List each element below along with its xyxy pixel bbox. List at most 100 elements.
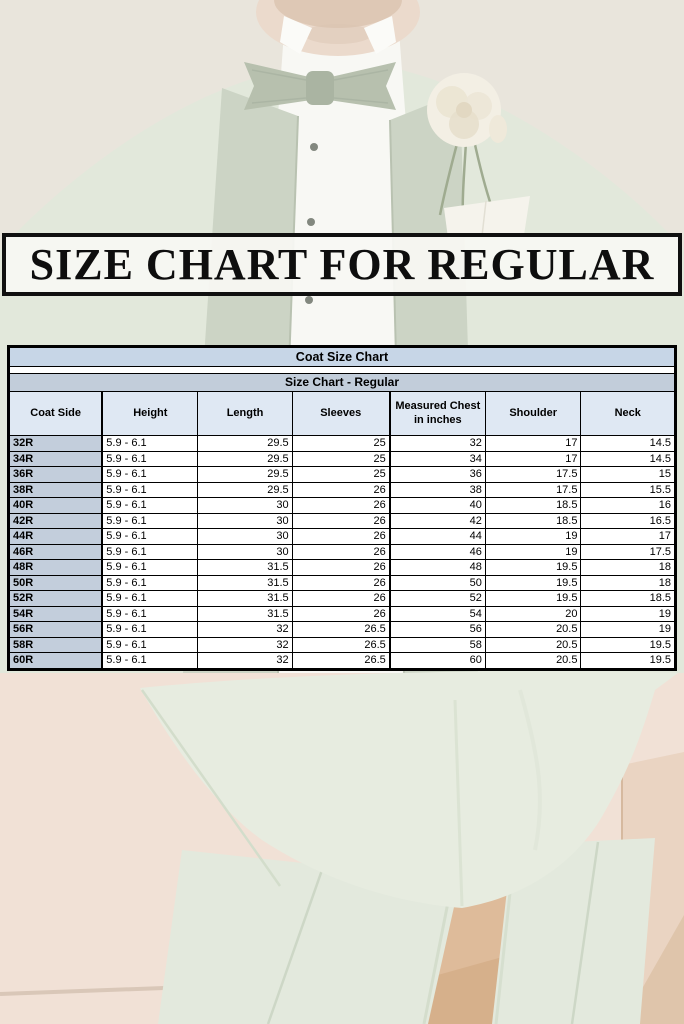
value-cell: 20.5 (484, 636, 582, 653)
row-label-cell: 46R (10, 543, 104, 560)
value-cell: 19.5 (484, 574, 582, 591)
value-cell: 5.9 - 6.1 (101, 652, 199, 668)
pocket-square (444, 196, 530, 238)
value-cell: 14.5 (580, 435, 674, 452)
beard (274, 0, 402, 28)
value-cell: 25 (291, 450, 391, 467)
table-row: 48R 5.9 - 6.1 31.5 26 48 19.5 18 (10, 559, 674, 576)
table-row: 36R 5.9 - 6.1 29.5 25 36 17.5 15 (10, 466, 674, 483)
value-cell: 5.9 - 6.1 (101, 481, 199, 498)
value-cell: 20 (484, 605, 582, 622)
value-cell: 18 (580, 574, 674, 591)
jacket-center-seam (453, 699, 464, 907)
value-cell: 19 (580, 621, 674, 638)
pocket-square-fold (481, 200, 487, 237)
value-cell: 32 (197, 636, 293, 653)
value-cell: 5.9 - 6.1 (101, 528, 199, 545)
header-row: Coat Side Height Length Sleeves Measured Che… (10, 392, 674, 436)
row-label-cell: 56R (10, 621, 104, 638)
value-cell: 19.5 (484, 559, 582, 576)
jacket-hem (140, 670, 678, 908)
table-row: 50R 5.9 - 6.1 31.5 26 50 19.5 18 (10, 574, 674, 591)
value-cell: 32 (389, 435, 486, 452)
flower-center (456, 102, 472, 118)
value-cell: 44 (389, 528, 486, 545)
row-label-cell: 36R (10, 466, 104, 483)
row-label-cell: 44R (10, 528, 104, 545)
jacket-front-edge (140, 689, 282, 887)
column-header: Measured Chest in inches (389, 392, 486, 436)
value-cell: 26.5 (291, 652, 391, 668)
table-subtitle: Size Chart - Regular (10, 374, 674, 392)
banner: SIZE CHART FOR REGULAR (2, 233, 682, 296)
value-cell: 31.5 (197, 559, 293, 576)
table-row: 46R 5.9 - 6.1 30 26 46 19 17.5 (10, 543, 674, 560)
row-label-cell: 40R (10, 497, 104, 514)
flower-petal (449, 109, 479, 139)
table-row: 54R 5.9 - 6.1 31.5 26 54 20 19 (10, 605, 674, 622)
value-cell: 20.5 (484, 652, 582, 668)
value-cell: 54 (389, 605, 486, 622)
value-cell: 29.5 (197, 450, 293, 467)
value-cell: 19.5 (484, 590, 582, 607)
column-header: Length (197, 392, 293, 436)
jacket-fold (518, 689, 542, 851)
value-cell: 30 (197, 543, 293, 560)
value-cell: 20.5 (484, 621, 582, 638)
value-cell: 26.5 (291, 636, 391, 653)
table-row: 56R 5.9 - 6.1 32 26.5 56 20.5 19 (10, 621, 674, 638)
value-cell: 19 (580, 605, 674, 622)
value-cell: 17.5 (580, 543, 674, 560)
column-header: Shoulder (484, 392, 582, 436)
value-cell: 40 (389, 497, 486, 514)
value-cell: 15 (580, 466, 674, 483)
bow-tie-knot (306, 71, 334, 105)
value-cell: 56 (389, 621, 486, 638)
table-row: 60R 5.9 - 6.1 32 26.5 60 20.5 19.5 (10, 652, 674, 668)
value-cell: 29.5 (197, 466, 293, 483)
value-cell: 34 (389, 450, 486, 467)
row-label-cell: 34R (10, 450, 104, 467)
table-row: 34R 5.9 - 6.1 29.5 25 34 17 14.5 (10, 450, 674, 467)
value-cell: 25 (291, 466, 391, 483)
value-cell: 17 (580, 528, 674, 545)
value-cell: 30 (197, 528, 293, 545)
value-cell: 17 (484, 450, 582, 467)
table-title: Coat Size Chart (10, 348, 674, 367)
value-cell: 29.5 (197, 481, 293, 498)
value-cell: 48 (389, 559, 486, 576)
value-cell: 18.5 (484, 512, 582, 529)
column-header: Sleeves (291, 392, 391, 436)
value-cell: 26.5 (291, 621, 391, 638)
value-cell: 31.5 (197, 590, 293, 607)
table-row: 44R 5.9 - 6.1 30 26 44 19 17 (10, 528, 674, 545)
value-cell: 14.5 (580, 450, 674, 467)
value-cell: 18 (580, 559, 674, 576)
value-cell: 26 (291, 481, 391, 498)
size-chart: Coat Size Chart Size Chart - Regular Coa… (7, 345, 677, 671)
value-cell: 36 (389, 466, 486, 483)
value-cell: 5.9 - 6.1 (101, 435, 199, 452)
table-row: 40R 5.9 - 6.1 30 26 40 18.5 16 (10, 497, 674, 514)
value-cell: 32 (197, 652, 293, 668)
value-cell: 15.5 (580, 481, 674, 498)
value-cell: 5.9 - 6.1 (101, 574, 199, 591)
value-cell: 26 (291, 559, 391, 576)
size-table-body: 32R 5.9 - 6.1 29.5 25 32 17 14.5 34R 5.9 - 6.1 29… (10, 435, 674, 668)
value-cell: 31.5 (197, 605, 293, 622)
value-cell: 26 (291, 605, 391, 622)
shirt-button (305, 296, 313, 304)
row-label-cell: 52R (10, 590, 104, 607)
row-label-cell: 48R (10, 559, 104, 576)
value-cell: 26 (291, 497, 391, 514)
value-cell: 5.9 - 6.1 (101, 512, 199, 529)
row-label-cell: 58R (10, 636, 104, 653)
table-row: 52R 5.9 - 6.1 31.5 26 52 19.5 18.5 (10, 590, 674, 607)
value-cell: 38 (389, 481, 486, 498)
column-header: Coat Side (10, 392, 104, 436)
value-cell: 26 (291, 512, 391, 529)
table-row: 32R 5.9 - 6.1 29.5 25 32 17 14.5 (10, 435, 674, 452)
shirt-button (307, 218, 315, 226)
left-pant-crease (266, 869, 324, 1024)
